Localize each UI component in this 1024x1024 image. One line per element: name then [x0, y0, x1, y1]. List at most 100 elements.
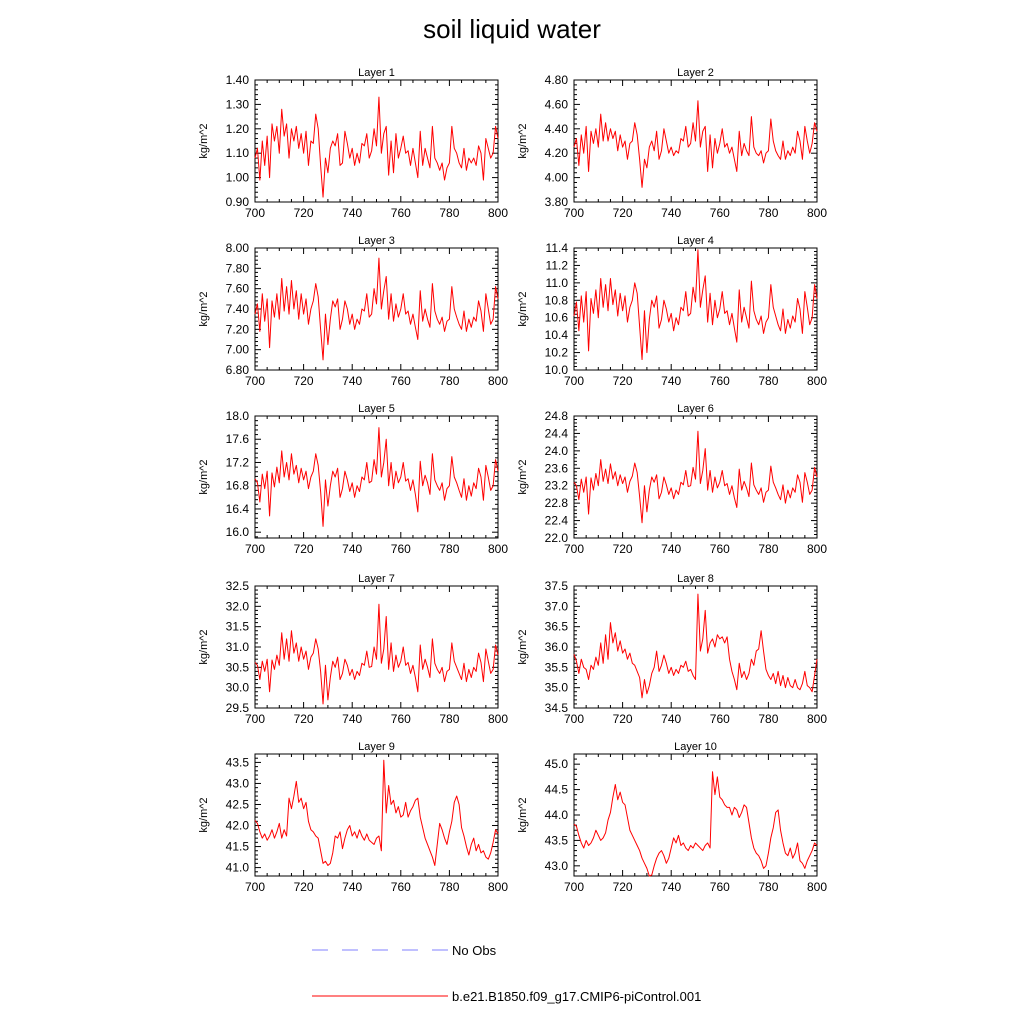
- y-axis-label: kg/m^2: [517, 797, 529, 832]
- y-tick-label: 4.60: [545, 97, 569, 111]
- y-tick-label: 16.0: [226, 525, 250, 539]
- x-tick-label: 700: [245, 880, 265, 894]
- y-tick-label: 22.0: [545, 531, 569, 545]
- series-line: [254, 427, 499, 527]
- chart-panel-1: Layer 1 kg/m^2 700 720 740 760 780 800 0.90 1.00 1…: [198, 67, 508, 220]
- y-tick-label: 7.20: [226, 322, 250, 336]
- x-tick-label: 780: [439, 712, 459, 726]
- y-tick-label: 10.0: [545, 363, 569, 377]
- y-tick-label: 16.8: [226, 479, 250, 493]
- chart-panel-6: Layer 6 kg/m^2 700 720 740 760 780 800 22.0 22.4 2…: [517, 403, 827, 556]
- y-axis-label: kg/m^2: [517, 123, 529, 158]
- x-tick-label: 760: [710, 206, 730, 220]
- y-tick-label: 8.00: [226, 241, 250, 255]
- x-tick-label: 760: [710, 880, 730, 894]
- x-tick-label: 740: [661, 542, 681, 556]
- y-tick-label: 23.6: [545, 461, 569, 475]
- plot-frame: [254, 247, 499, 371]
- y-tick-label: 34.5: [545, 701, 569, 715]
- panel-title: Layer 10: [674, 741, 717, 753]
- panel-title: Layer 5: [358, 403, 395, 415]
- x-tick-label: 800: [488, 542, 508, 556]
- y-tick-label: 10.4: [545, 328, 569, 342]
- plot-frame: [573, 585, 818, 709]
- x-tick-label: 760: [391, 206, 411, 220]
- chart-panel-10: Layer 10 kg/m^2 700 720 740 760 780 800 43.0 43.5…: [517, 741, 827, 894]
- x-tick-label: 720: [294, 542, 314, 556]
- x-tick-label: 720: [294, 374, 314, 388]
- y-tick-label: 23.2: [545, 479, 569, 493]
- y-tick-label: 42.0: [226, 819, 250, 833]
- y-tick-label: 1.10: [226, 146, 250, 160]
- chart-panel-7: Layer 7 kg/m^2 700 720 740 760 780 800 29.5 30.0 3…: [198, 573, 508, 726]
- y-tick-label: 11.2: [546, 258, 569, 272]
- x-tick-label: 720: [613, 374, 633, 388]
- y-tick-label: 7.80: [226, 261, 250, 275]
- y-tick-label: 31.5: [226, 620, 250, 634]
- y-axis-label: kg/m^2: [517, 459, 529, 494]
- panel-title: Layer 2: [677, 67, 714, 79]
- x-tick-label: 800: [488, 374, 508, 388]
- x-tick-label: 780: [758, 206, 778, 220]
- y-tick-label: 18.0: [226, 409, 250, 423]
- x-tick-label: 800: [807, 880, 827, 894]
- y-tick-label: 1.30: [226, 97, 250, 111]
- x-tick-label: 740: [342, 206, 362, 220]
- panels-group: Layer 1 kg/m^2 700 720 740 760 780 800 0.90 1.00 1…: [198, 67, 827, 894]
- y-tick-label: 4.40: [545, 122, 569, 136]
- x-tick-label: 720: [294, 712, 314, 726]
- panel-title: Layer 7: [358, 573, 395, 585]
- y-tick-label: 6.80: [226, 363, 250, 377]
- y-tick-label: 41.5: [226, 840, 250, 854]
- y-tick-label: 11.4: [546, 241, 569, 255]
- x-tick-label: 760: [391, 712, 411, 726]
- chart-panel-2: Layer 2 kg/m^2 700 720 740 760 780 800 3.80 4.00 4…: [517, 67, 827, 220]
- legend-no-obs-label: No Obs: [452, 943, 497, 958]
- x-tick-label: 800: [807, 542, 827, 556]
- y-tick-label: 16.4: [226, 502, 250, 516]
- y-tick-label: 4.80: [545, 73, 569, 87]
- x-tick-label: 740: [661, 206, 681, 220]
- x-tick-label: 760: [391, 880, 411, 894]
- y-tick-label: 35.0: [545, 681, 569, 695]
- x-tick-label: 800: [488, 880, 508, 894]
- x-tick-label: 700: [564, 206, 584, 220]
- x-tick-label: 780: [758, 880, 778, 894]
- y-tick-label: 32.5: [226, 579, 250, 593]
- y-tick-label: 10.2: [545, 346, 569, 360]
- y-tick-label: 24.8: [545, 409, 569, 423]
- y-tick-label: 4.20: [545, 146, 569, 160]
- y-tick-label: 31.0: [226, 640, 250, 654]
- y-tick-label: 10.8: [545, 293, 569, 307]
- x-tick-label: 700: [564, 712, 584, 726]
- x-tick-label: 700: [245, 712, 265, 726]
- x-tick-label: 740: [661, 712, 681, 726]
- y-tick-label: 22.8: [545, 496, 569, 510]
- y-tick-label: 17.2: [226, 455, 250, 469]
- y-tick-label: 35.5: [545, 660, 569, 674]
- y-tick-label: 7.40: [226, 302, 250, 316]
- y-tick-label: 36.0: [545, 640, 569, 654]
- x-tick-label: 720: [613, 712, 633, 726]
- series-line: [573, 593, 818, 699]
- y-tick-label: 10.6: [545, 311, 569, 325]
- x-tick-label: 720: [613, 542, 633, 556]
- y-tick-label: 17.6: [226, 432, 250, 446]
- x-tick-label: 720: [294, 206, 314, 220]
- x-tick-label: 800: [488, 206, 508, 220]
- panel-title: Layer 3: [358, 235, 395, 247]
- y-tick-label: 42.5: [226, 797, 250, 811]
- series-line: [573, 100, 818, 188]
- x-tick-label: 700: [564, 542, 584, 556]
- y-tick-label: 37.5: [545, 579, 569, 593]
- y-tick-label: 7.60: [226, 282, 250, 296]
- y-tick-label: 30.5: [226, 660, 250, 674]
- y-tick-label: 30.0: [226, 681, 250, 695]
- panel-title: Layer 9: [358, 741, 395, 753]
- y-tick-label: 22.4: [545, 514, 569, 528]
- chart-panel-4: Layer 4 kg/m^2 700 720 740 760 780 800 10.0 10.2 1…: [517, 235, 827, 388]
- panel-title: Layer 1: [358, 67, 395, 79]
- plot-frame: [254, 415, 499, 539]
- x-tick-label: 780: [439, 374, 459, 388]
